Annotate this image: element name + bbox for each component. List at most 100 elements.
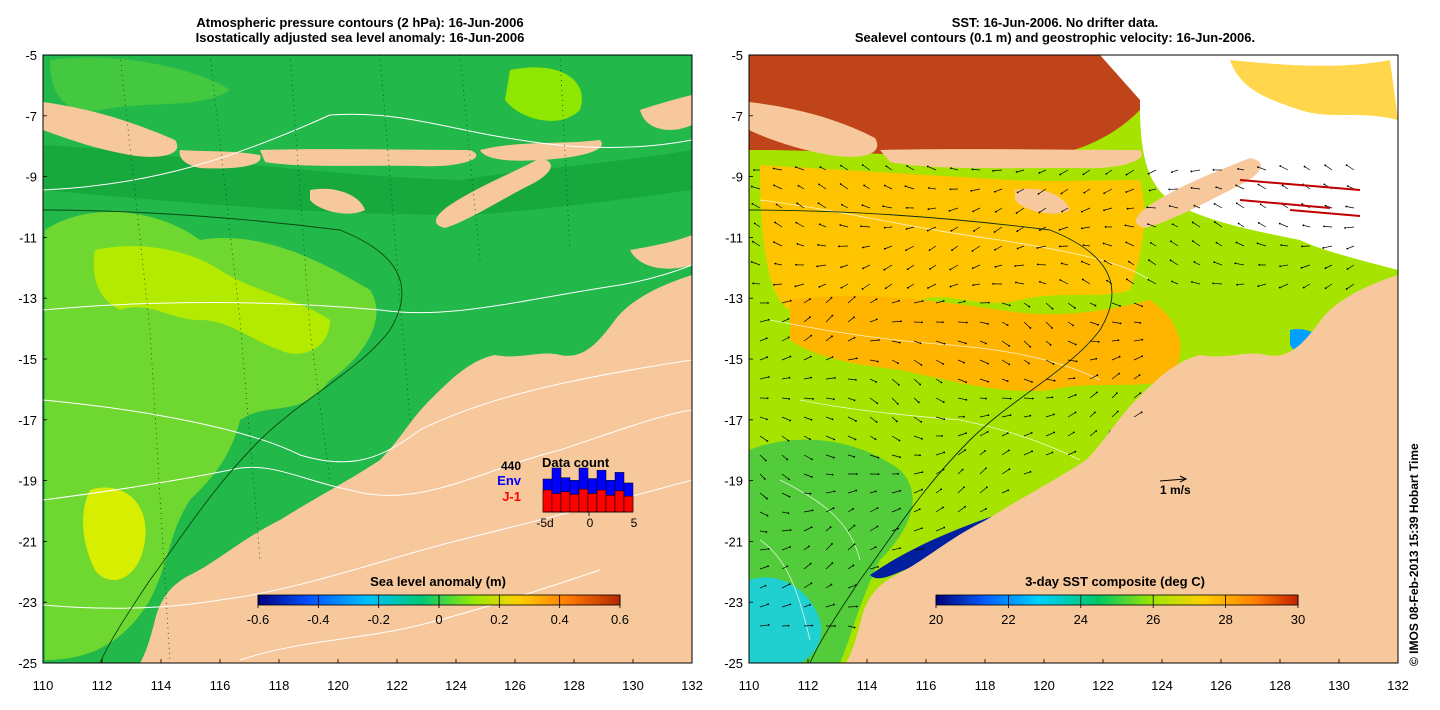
right-x-axis: 110 112 114 116 118 120 122 124 126 128 130 132 [739,659,1409,693]
velocity-arrow [1126,169,1135,175]
velocity-arrow-head [809,316,811,319]
velocity-arrow [841,204,849,209]
velocity-arrow [1325,283,1333,289]
velocity-arrow [935,507,944,513]
velocity-arrow [891,300,900,304]
velocity-arrow [1279,283,1289,288]
velocity-arrow-head [993,190,996,193]
velocity-arrow [825,356,833,361]
velocity-arrow-head [964,505,967,508]
velocity-arrow-head [772,167,775,170]
velocity-arrow [840,183,849,190]
left-y-tick-label: -9 [25,170,37,185]
velocity-arrow [1214,203,1223,209]
velocity-arrow [1128,261,1135,266]
velocity-arrow-head [1235,241,1238,244]
velocity-arrow [1347,245,1355,249]
velocity-arrow [1126,188,1135,193]
velocity-arrow-head [786,565,789,568]
velocity-arrow [1089,340,1099,343]
velocity-arrow [825,297,832,304]
velocity-arrow-head [987,301,990,304]
velocity-arrow-head [1301,245,1303,248]
velocity-arrow-head [1007,489,1010,492]
right-y-tick-label: -17 [724,413,743,428]
velocity-arrow [803,356,811,361]
velocity-arrow [1169,205,1179,209]
velocity-arrow-head [905,228,908,230]
velocity-arrow [1067,359,1077,362]
velocity-arrow-head [963,361,965,364]
left-title-line1: Atmospheric pressure contours (2 hPa): 1… [196,15,524,30]
velocity-arrow-head [1324,164,1327,167]
velocity-arrow-head [917,401,920,404]
velocity-arrow [957,432,967,437]
velocity-arrow-head [963,486,965,489]
inset-x-tick-label: 0 [587,516,594,530]
velocity-arrow [1016,169,1025,173]
velocity-arrow-head [860,225,862,228]
velocity-arrow [1023,415,1031,418]
velocity-arrow [957,359,965,363]
velocity-arrow-head [1324,204,1327,207]
velocity-arrow-head [878,339,880,341]
left-x-tick-label: 118 [269,678,290,693]
velocity-arrow [847,337,855,342]
right-x-tick-label: 122 [1092,678,1114,693]
velocity-arrow-head [833,438,836,441]
velocity-arrow [1045,359,1054,365]
velocity-arrow-head [833,490,836,493]
velocity-arrow-head [789,546,791,548]
velocity-arrow [905,185,915,190]
velocity-arrow-head [767,318,770,321]
velocity-arrow [825,604,835,608]
velocity-arrow-head [899,507,901,510]
velocity-arrow-head [1006,324,1009,327]
velocity-arrow-head [897,383,900,386]
velocity-arrows [750,164,1355,629]
velocity-arrow-head [863,184,866,187]
velocity-arrow [847,490,857,494]
velocity-arrow [841,264,849,268]
velocity-arrow [957,506,966,513]
velocity-arrow-head [787,624,790,627]
velocity-arrow [1001,489,1009,494]
velocity-arrow-head [788,583,791,586]
velocity-arrow [1127,207,1135,210]
velocity-arrow-head [895,420,898,423]
velocity-arrow [1001,359,1010,365]
sla-colorbar: Sea level anomaly (m) -0.6 -0.4 -0.2 0 0.2 0.… [247,574,629,627]
velocity-arrow-head [789,603,792,606]
velocity-arrow [753,283,761,285]
velocity-arrow [1133,412,1142,418]
left-x-axis: 110 112 114 116 118 120 122 124 126 128 130 132 [33,659,703,693]
velocity-arrow [1045,378,1055,382]
velocity-arrow-head [1103,192,1106,195]
sla-colorbar-tick-label: 0.2 [490,612,508,627]
velocity-arrow [1023,302,1030,307]
velocity-arrow [1045,452,1053,456]
velocity-arrow-head [1303,165,1306,168]
velocity-arrow [869,566,879,570]
velocity-arrow [781,565,788,570]
velocity-arrow [862,164,871,171]
velocity-arrow-head [1213,202,1216,205]
velocity-arrow-head [1036,247,1039,249]
velocity-arrow [883,205,893,209]
right-y-tick-label: -21 [724,534,743,549]
velocity-arrow-head [1257,166,1259,168]
velocity-arrow [1023,432,1032,437]
velocity-arrow-head [841,203,843,206]
velocity-arrow [759,565,769,570]
velocity-arrow-head [818,223,821,226]
velocity-arrow-head [810,475,813,478]
velocity-arrow [869,416,877,423]
velocity-arrow-head [1006,432,1009,435]
velocity-arrow [1346,283,1355,290]
velocity-arrow-head [750,260,753,263]
velocity-arrow [884,264,893,271]
velocity-arrow-head [861,288,864,290]
velocity-arrow [1111,356,1120,361]
velocity-arrow-head [854,438,857,441]
inset-j1-bar [623,495,634,513]
